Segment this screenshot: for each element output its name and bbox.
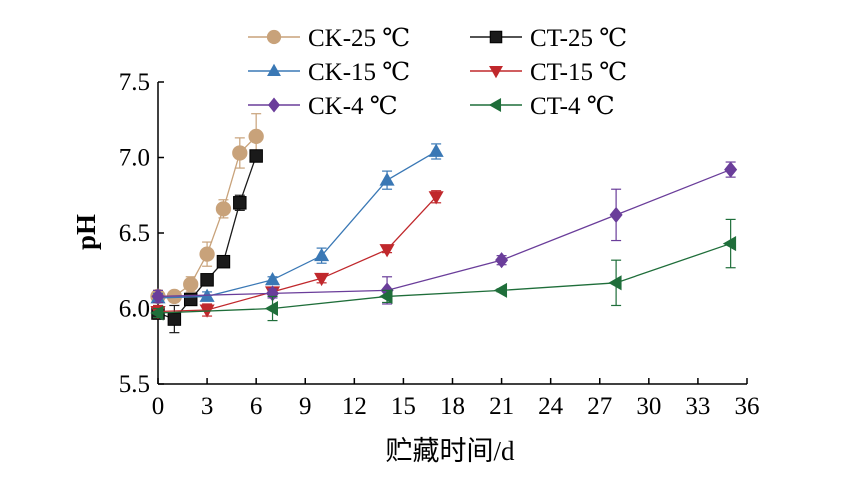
legend-item: CT-4 ℃ (470, 93, 615, 120)
y-tick-label: 7.0 (119, 145, 150, 172)
data-point (151, 288, 165, 305)
legend-marker (489, 30, 503, 44)
series-CT-25 ℃ (151, 149, 263, 334)
data-point (314, 247, 330, 262)
data-point (248, 128, 264, 145)
x-tick-label: 9 (299, 393, 312, 420)
series-line (157, 196, 437, 313)
data-point (199, 246, 215, 262)
series-CK-15 ℃ (150, 143, 444, 304)
legend-item: CK-15 ℃ (248, 59, 410, 86)
data-point (167, 312, 182, 326)
legend-marker (489, 65, 503, 79)
series-CK-4 ℃ (151, 161, 738, 305)
y-axis-title: pH (71, 214, 101, 250)
data-point (233, 196, 247, 210)
x-tick-label: 18 (440, 393, 465, 420)
x-tick-label: 30 (636, 393, 661, 420)
legend-item: CK-25 ℃ (248, 25, 410, 52)
data-point (266, 285, 280, 302)
data-point (724, 161, 738, 178)
legend-label: CT-25 ℃ (530, 25, 627, 52)
x-tick-label: 33 (685, 393, 710, 420)
legend: CK-25 ℃ CT-25 ℃ CK-15 ℃ CT-15 ℃ CK-4 ℃ CT-4 ℃ (248, 25, 627, 120)
data-point (249, 149, 263, 163)
x-tick-label: 24 (538, 393, 564, 420)
y-tick-label: 6.5 (119, 220, 150, 247)
y-tick-label: 6.0 (119, 296, 150, 323)
x-tick-label: 6 (250, 393, 263, 420)
data-point (314, 272, 330, 287)
x-tick-label: 15 (391, 393, 416, 420)
data-point (608, 275, 622, 291)
data-point (428, 191, 444, 205)
data-point (200, 273, 214, 287)
legend-marker (268, 97, 280, 113)
series-CT-4 ℃ (150, 218, 737, 322)
x-axis-title: 贮藏时间/d (385, 436, 515, 466)
data-point (264, 272, 281, 286)
legend-label: CK-15 ℃ (308, 59, 410, 86)
x-tick-label: 12 (342, 393, 367, 420)
data-point (264, 300, 278, 317)
series-line (157, 150, 437, 299)
data-point (232, 145, 248, 161)
legend-label: CT-15 ℃ (530, 59, 627, 86)
legend-item: CT-15 ℃ (470, 59, 627, 86)
x-tick-label: 3 (201, 393, 214, 420)
data-point (379, 288, 393, 304)
data-point (216, 254, 231, 269)
legend-label: CT-4 ℃ (530, 93, 615, 120)
legend-label: CK-4 ℃ (308, 93, 398, 120)
data-point (495, 252, 509, 269)
x-tick-label: 21 (489, 393, 514, 420)
legend-marker (488, 98, 502, 112)
x-tick-label: 36 (735, 393, 760, 420)
y-tick-label: 7.5 (119, 69, 150, 96)
x-tick-label: 0 (152, 393, 165, 420)
series-layer (150, 113, 738, 334)
data-point (183, 276, 199, 292)
axes: 5.56.06.57.07.50 3 6 9 12 15 18 21 24 27 30 33 36 (119, 69, 760, 420)
data-point (428, 143, 444, 157)
data-point (379, 172, 395, 186)
data-point (215, 201, 232, 217)
data-point (722, 236, 737, 252)
legend-marker (267, 63, 281, 77)
data-point (379, 244, 395, 258)
legend-item: CT-25 ℃ (470, 25, 627, 52)
series-line (157, 242, 731, 314)
data-point (150, 305, 164, 321)
data-point (609, 206, 623, 223)
legend-marker (266, 29, 282, 45)
x-tick-label: 27 (587, 393, 612, 420)
legend-item: CK-4 ℃ (248, 93, 398, 120)
data-point (493, 282, 508, 298)
legend-label: CK-25 ℃ (308, 25, 410, 52)
series-line (157, 168, 731, 298)
y-tick-label: 5.5 (119, 371, 150, 398)
